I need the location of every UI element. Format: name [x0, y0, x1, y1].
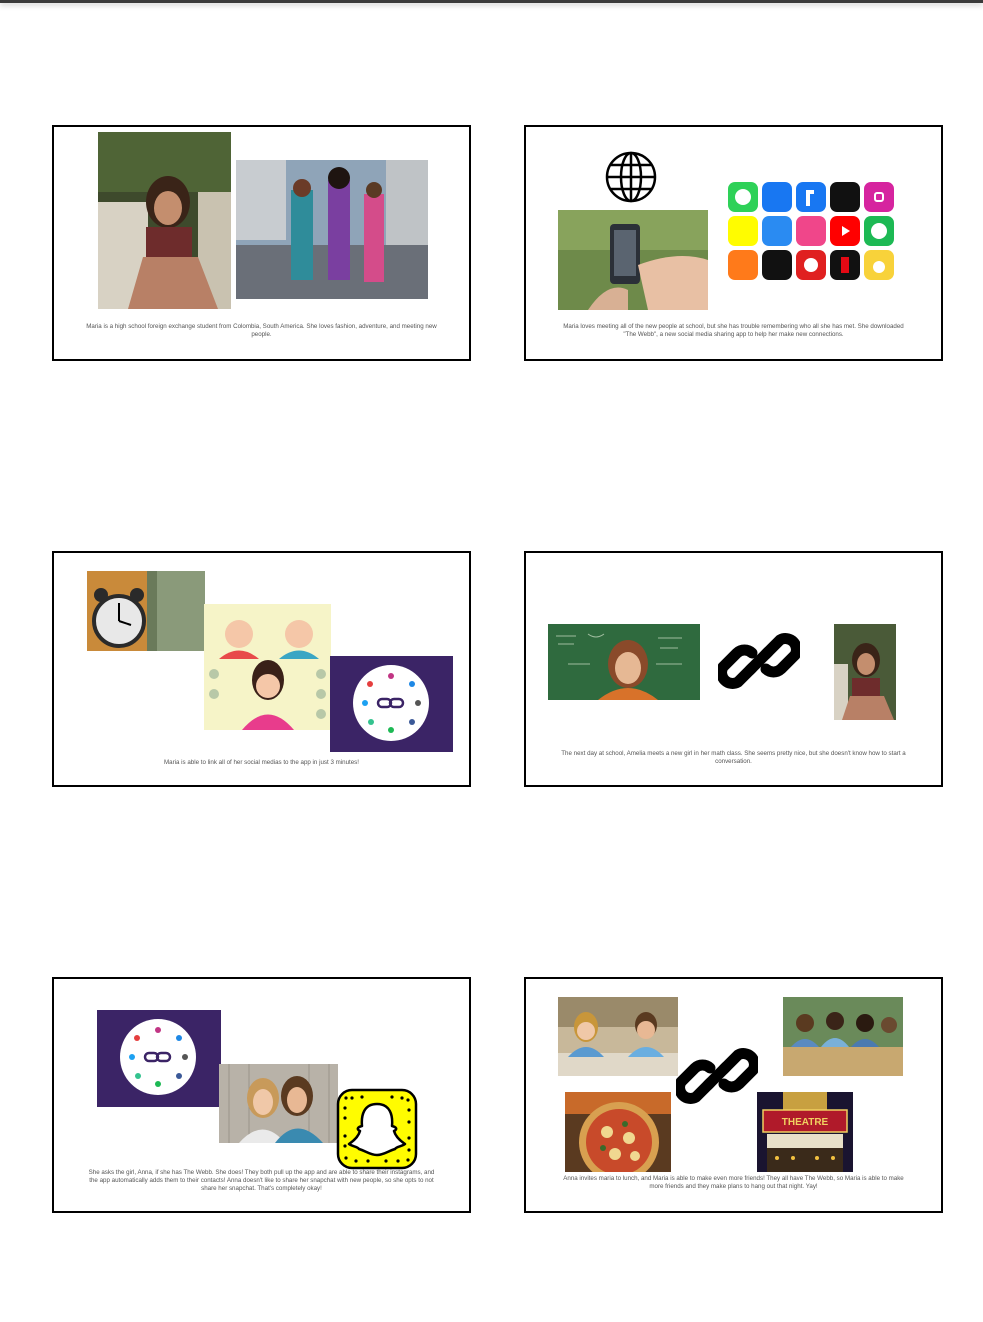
slide-2[interactable]: Maria loves meeting all of the new peopl… — [524, 125, 943, 361]
students-lunch-photo — [558, 997, 678, 1076]
maria-portrait-photo — [98, 132, 231, 309]
app-link-hub-graphic — [330, 656, 453, 752]
link-chain-icon — [718, 620, 800, 702]
theatre-marquee-photo: THEATRE — [757, 1092, 853, 1172]
pizza-photo — [565, 1092, 671, 1172]
snapchat-snapcode — [336, 1088, 418, 1170]
two-friends-photo — [219, 1064, 338, 1143]
friends-cafeteria-photo — [783, 997, 903, 1076]
slide-caption: Maria is a high school foreign exchange … — [86, 323, 437, 338]
slide-1[interactable]: Maria is a high school foreign exchange … — [52, 125, 471, 361]
slide-caption: Maria loves meeting all of the new peopl… — [563, 323, 904, 338]
link-chain-icon — [676, 1035, 758, 1117]
social-app-icons-grid — [726, 180, 896, 283]
slide-caption: She asks the girl, Anna, if she has The … — [88, 1169, 435, 1192]
slide-caption: Maria is able to link all of her social … — [163, 759, 359, 766]
girl-at-chalkboard-photo — [548, 624, 700, 700]
marquee-sign-text: THEATRE — [782, 1117, 829, 1128]
phone-in-hand-photo — [558, 210, 708, 310]
slide-4[interactable]: The next day at school, Amelia meets a n… — [524, 551, 943, 787]
alarm-clock-photo — [87, 571, 205, 651]
slide-5[interactable]: She asks the girl, Anna, if she has The … — [52, 977, 471, 1213]
slide-caption: Anna invites maria to lunch, and Maria i… — [563, 1175, 904, 1190]
globe-icon — [605, 151, 657, 203]
slide-6[interactable]: THEATRE Anna invites maria to lunch, and… — [524, 977, 943, 1213]
slide-3[interactable]: Maria is able to link all of her social … — [52, 551, 471, 787]
connected-people-illustration — [204, 604, 331, 730]
maria-photo-small — [834, 624, 896, 720]
app-link-hub-graphic — [97, 1010, 221, 1107]
slide-caption: The next day at school, Amelia meets a n… — [561, 750, 906, 765]
top-bar — [0, 0, 983, 3]
fashion-models-photo — [236, 160, 428, 299]
